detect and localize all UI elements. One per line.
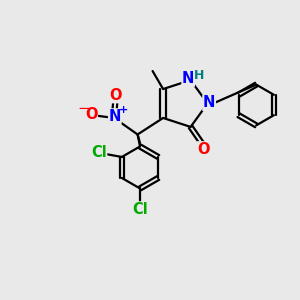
Text: N: N	[203, 95, 215, 110]
Text: O: O	[85, 107, 97, 122]
Text: O: O	[197, 142, 210, 157]
Text: Cl: Cl	[132, 202, 148, 217]
Text: −: −	[78, 101, 91, 116]
Text: Cl: Cl	[91, 145, 106, 160]
Text: N: N	[182, 71, 194, 86]
Text: H: H	[194, 69, 204, 82]
Text: O: O	[110, 88, 122, 103]
Text: N: N	[109, 109, 121, 124]
Text: +: +	[118, 106, 128, 116]
